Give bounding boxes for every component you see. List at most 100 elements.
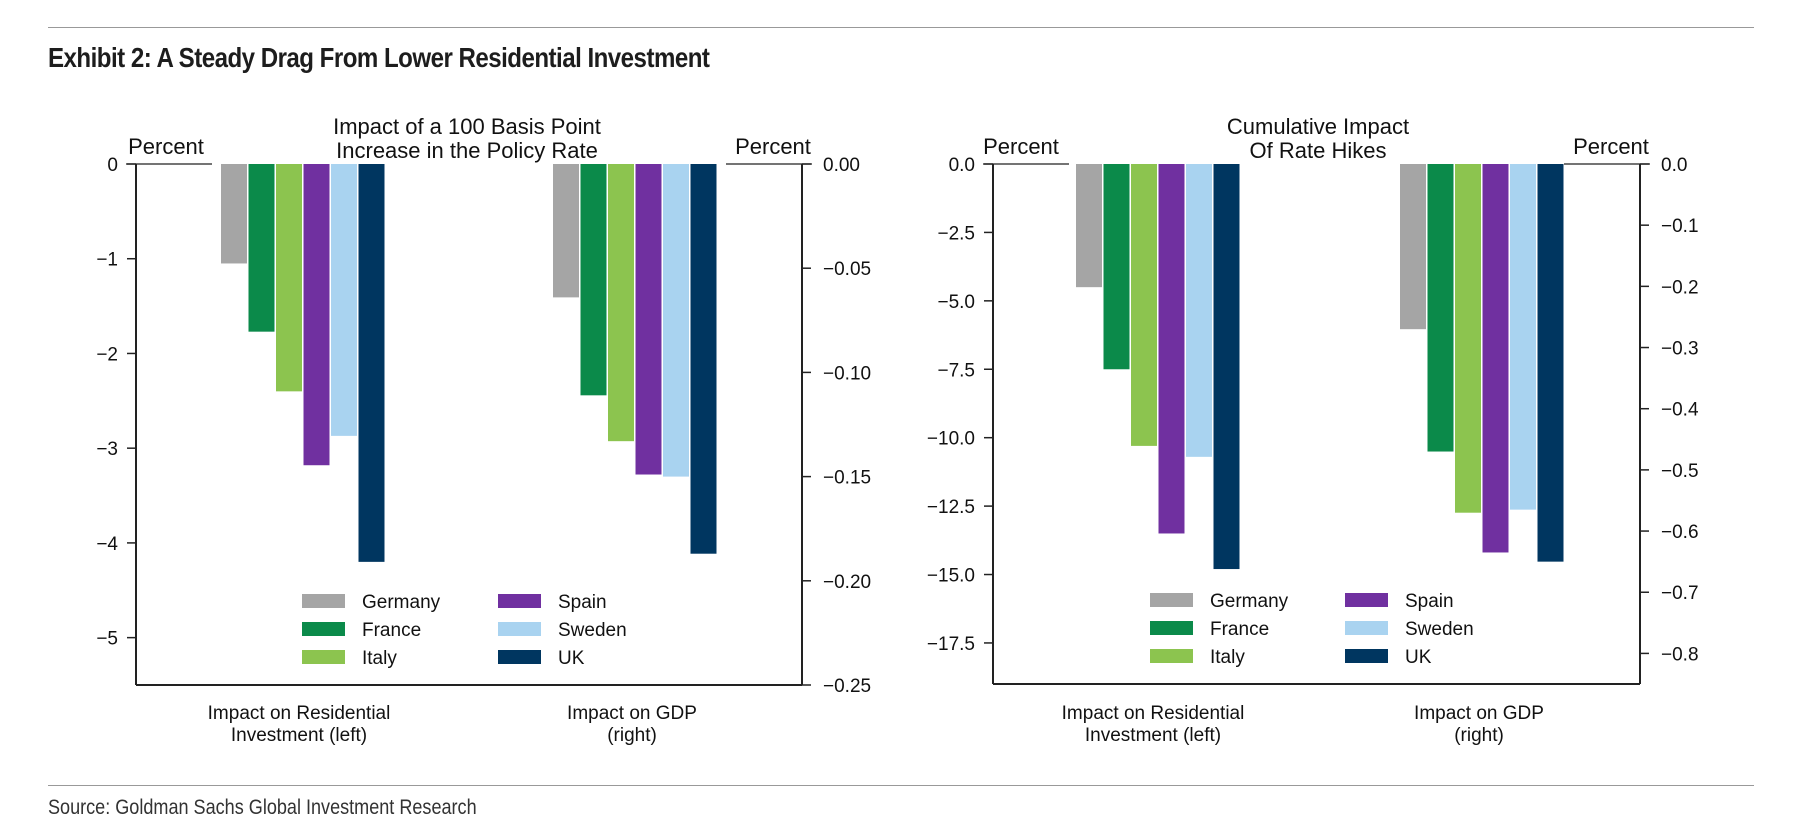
left-tick-label: 0.0 — [949, 155, 975, 176]
right-tick-label: −0.20 — [823, 572, 871, 593]
right-tick-label: −0.10 — [823, 363, 871, 384]
bar-france — [1103, 164, 1130, 370]
chart-title: Of Rate Hikes — [1250, 138, 1387, 163]
legend-label-germany: Germany — [362, 592, 441, 613]
legend-swatch-france — [302, 622, 345, 636]
left-tick-label: 0 — [107, 155, 118, 176]
left-tick-label: −17.5 — [927, 634, 975, 655]
legend-label-france: France — [1210, 619, 1269, 640]
legend-label-france: France — [362, 620, 421, 641]
bar-italy — [608, 164, 634, 442]
left-tick-label: −2 — [96, 344, 118, 365]
bar-uk — [690, 164, 717, 554]
legend-label-sweden: Sweden — [1405, 619, 1474, 640]
bar-france — [1427, 164, 1454, 452]
legend-swatch-uk — [498, 650, 541, 664]
legend-label-germany: Germany — [1210, 591, 1289, 612]
bar-uk — [1213, 164, 1240, 570]
right-tick-label: −0.15 — [823, 468, 871, 489]
bar-sweden — [663, 164, 689, 477]
legend-label-spain: Spain — [558, 592, 607, 613]
bar-uk — [1537, 164, 1564, 562]
bar-germany — [1400, 164, 1426, 330]
left-tick-label: −12.5 — [927, 497, 975, 518]
bar-spain — [1158, 164, 1185, 534]
bar-germany — [553, 164, 579, 298]
bar-germany — [221, 164, 247, 264]
chart-title: Increase in the Policy Rate — [336, 138, 598, 163]
legend-swatch-italy — [1150, 649, 1193, 663]
left-tick-label: −7.5 — [937, 360, 975, 381]
exhibit-title: Exhibit 2: A Steady Drag From Lower Resi… — [48, 42, 710, 73]
left-tick-label: −15.0 — [927, 566, 975, 587]
left-axis-label: Percent — [128, 134, 204, 159]
legend-label-uk: UK — [1405, 647, 1432, 668]
bar-italy — [1455, 164, 1481, 513]
legend-swatch-uk — [1345, 649, 1388, 663]
left-axis-label: Percent — [983, 134, 1059, 159]
right-tick-label: −0.8 — [1661, 644, 1699, 665]
left-tick-label: −2.5 — [937, 223, 975, 244]
legend-label-spain: Spain — [1405, 591, 1454, 612]
bar-sweden — [1510, 164, 1536, 510]
bar-italy — [276, 164, 302, 392]
category-label: (right) — [607, 725, 657, 746]
left-tick-label: −5 — [96, 629, 118, 650]
source-note: Source: Goldman Sachs Global Investment … — [48, 796, 477, 819]
legend-swatch-spain — [1345, 593, 1388, 607]
legend-label-uk: UK — [558, 648, 585, 669]
legend-swatch-germany — [302, 594, 345, 608]
left-tick-label: −3 — [96, 439, 118, 460]
bar-sweden — [331, 164, 357, 436]
category-label: Impact on Residential — [1062, 703, 1245, 724]
bottom-rule — [48, 785, 1754, 786]
right-tick-label: −0.5 — [1661, 461, 1699, 482]
bar-spain — [1482, 164, 1509, 553]
bar-sweden — [1186, 164, 1212, 457]
right-tick-label: −0.2 — [1661, 277, 1699, 298]
category-label: Investment (left) — [231, 725, 367, 746]
left-tick-label: −1 — [96, 250, 118, 271]
left-tick-label: −4 — [96, 534, 118, 555]
right-axis-label: Percent — [1573, 134, 1649, 159]
bar-spain — [303, 164, 330, 466]
right-tick-label: 0.00 — [823, 155, 860, 176]
legend-swatch-germany — [1150, 593, 1193, 607]
right-tick-label: 0.0 — [1661, 155, 1687, 176]
legend-label-sweden: Sweden — [558, 620, 627, 641]
chart-title: Impact of a 100 Basis Point — [333, 114, 601, 139]
category-label: Investment (left) — [1085, 725, 1221, 746]
right-tick-label: −0.25 — [823, 676, 871, 697]
bar-uk — [358, 164, 385, 562]
bar-france — [580, 164, 607, 396]
category-label: (right) — [1454, 725, 1504, 746]
right-tick-label: −0.05 — [823, 259, 871, 280]
top-rule — [48, 27, 1754, 28]
legend-swatch-sweden — [1345, 621, 1388, 635]
right-tick-label: −0.1 — [1661, 216, 1699, 237]
chart-title: Cumulative Impact — [1227, 114, 1409, 139]
right-tick-label: −0.7 — [1661, 583, 1699, 604]
right-tick-label: −0.6 — [1661, 522, 1699, 543]
right-tick-label: −0.3 — [1661, 339, 1699, 360]
right-axis-label: Percent — [735, 134, 811, 159]
category-label: Impact on GDP — [567, 703, 697, 724]
legend-label-italy: Italy — [1210, 647, 1245, 668]
legend-swatch-spain — [498, 594, 541, 608]
bar-germany — [1076, 164, 1102, 288]
legend-swatch-italy — [302, 650, 345, 664]
legend-swatch-sweden — [498, 622, 541, 636]
bar-spain — [635, 164, 662, 475]
bar-italy — [1131, 164, 1157, 446]
right-tick-label: −0.4 — [1661, 400, 1699, 421]
bar-france — [248, 164, 275, 332]
left-tick-label: −10.0 — [927, 429, 975, 450]
legend-swatch-france — [1150, 621, 1193, 635]
category-label: Impact on GDP — [1414, 703, 1544, 724]
legend-label-italy: Italy — [362, 648, 397, 669]
left-tick-label: −5.0 — [937, 292, 975, 313]
category-label: Impact on Residential — [208, 703, 391, 724]
